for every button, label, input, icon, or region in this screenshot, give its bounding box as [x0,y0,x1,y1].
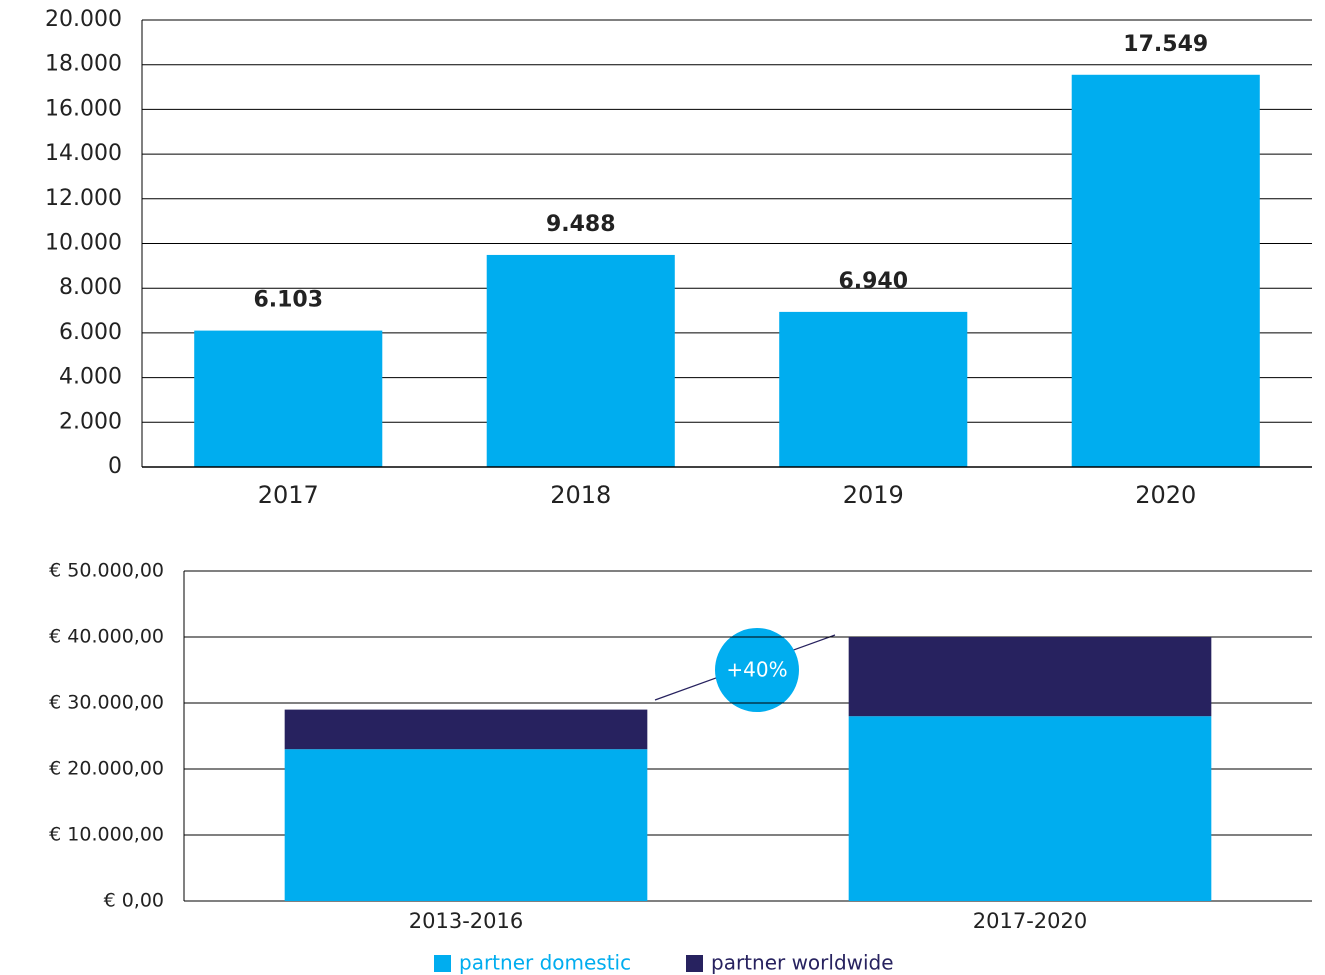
x-tick-label: 2017-2020 [973,909,1087,933]
y-tick-label: 0 [108,454,122,479]
y-tick-label: 12.000 [45,186,122,211]
y-tick-label: 6.000 [59,320,122,345]
value-label: 6.940 [838,269,908,294]
y-tick-label: 4.000 [59,365,122,390]
y-tick-label: 16.000 [45,96,122,121]
y-tick-label: € 20.000,00 [49,758,164,780]
bar-segment [284,709,648,750]
x-tick-label: 2017 [258,481,319,509]
bar [779,311,968,467]
bar [1071,74,1260,467]
y-tick-label: 14.000 [45,141,122,166]
y-tick-label: 10.000 [45,231,122,256]
x-tick-label: 2013-2016 [409,909,523,933]
y-tick-label: € 0,00 [104,890,164,912]
y-tick-label: 2.000 [59,409,122,434]
x-tick-label: 2019 [843,481,904,509]
legend-swatch [434,955,451,972]
legend-label: partner worldwide [711,951,894,975]
value-label: 9.488 [546,212,616,237]
y-tick-label: € 10.000,00 [49,824,164,846]
bar [194,330,383,467]
bar [486,254,675,467]
value-label: 17.549 [1123,32,1208,57]
value-label: 6.103 [253,288,323,313]
y-tick-label: 18.000 [45,52,122,77]
annotation: +40% [726,658,787,682]
y-tick-label: € 30.000,00 [49,692,164,714]
annotation-circle [715,628,799,712]
y-tick-label: € 40.000,00 [49,626,164,648]
bar-segment [284,749,648,901]
bar-segment [848,716,1212,901]
bar-segment [848,637,1212,717]
legend-label: partner domestic [459,951,631,975]
x-tick-label: 2018 [550,481,611,509]
x-tick-label: 2020 [1135,481,1196,509]
y-tick-label: € 50.000,00 [49,560,164,582]
y-tick-label: 20.000 [45,7,122,32]
y-tick-label: 8.000 [59,275,122,300]
legend-swatch [686,955,703,972]
